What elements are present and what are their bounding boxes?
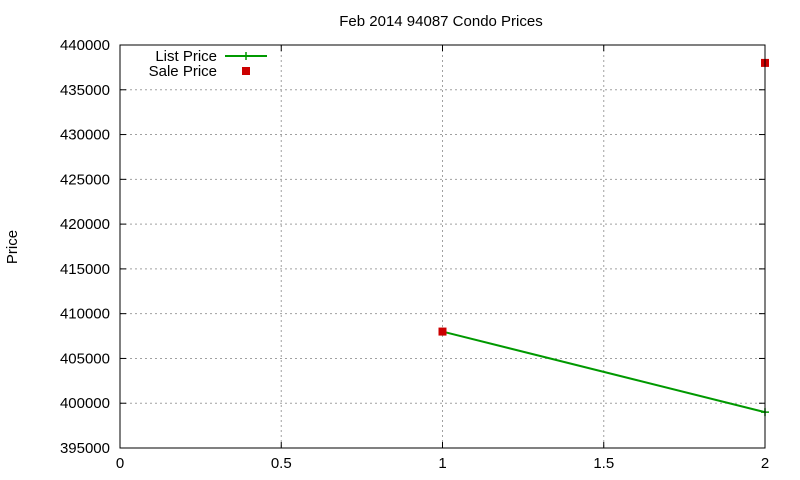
x-tick-label: 0.5 (271, 455, 292, 472)
y-tick-label: 435000 (60, 82, 110, 99)
x-tick-label: 1.5 (593, 455, 614, 472)
tick-labels: 0 0.5 1 1.5 2 395000 400000 405000 410000 415000 4… (60, 37, 769, 472)
legend-label: Sale Price (149, 63, 217, 80)
y-tick-label: 440000 (60, 37, 110, 54)
legend-entry: List Price (155, 48, 267, 65)
x-tick-label: 0 (116, 455, 124, 472)
legend-marker (242, 67, 250, 75)
x-tick-label: 2 (761, 455, 769, 472)
y-tick-label: 415000 (60, 261, 110, 278)
y-tick-label: 420000 (60, 216, 110, 233)
y-tick-label: 425000 (60, 171, 110, 188)
y-tick-label: 400000 (60, 395, 110, 412)
plot-series (438, 58, 769, 417)
y-tick-label: 395000 (60, 440, 110, 457)
legend-marker (242, 52, 250, 60)
legend-entry: Sale Price (149, 63, 250, 80)
sale-price-point (438, 327, 447, 336)
legend-label: List Price (155, 48, 217, 65)
chart-title: Feb 2014 94087 Condo Prices (339, 13, 542, 30)
plot-frame (119, 44, 766, 449)
y-tick-label: 410000 (60, 306, 110, 323)
y-tick-label: 405000 (60, 350, 110, 367)
y-tick-label: 430000 (60, 127, 110, 144)
x-tick-label: 1 (438, 455, 446, 472)
y-axis-label: Price (4, 230, 21, 264)
list-price-line (442, 330, 766, 414)
